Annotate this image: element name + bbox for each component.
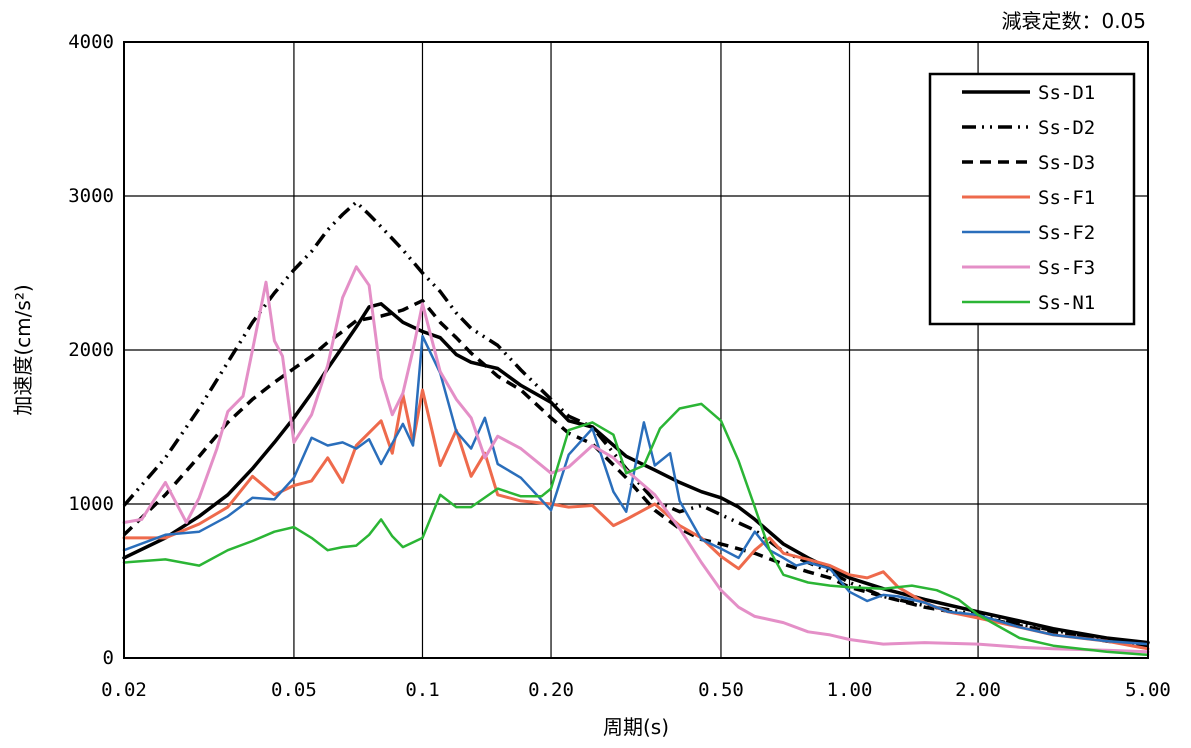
series-line-ss-d2 bbox=[122, 200, 1149, 648]
legend-label-ss-n1: Ss-N1 bbox=[1038, 292, 1095, 314]
legend-box bbox=[928, 72, 1136, 326]
y-tick-label: 2000 bbox=[68, 339, 114, 361]
series-line-ss-d1 bbox=[122, 302, 1150, 645]
x-tick-labels: 0.02 0.05 0.1 0.20 0.50 1.00 2.00 5.00 bbox=[101, 679, 1171, 701]
legend-label-ss-f2: Ss-F2 bbox=[1038, 222, 1095, 244]
y-tick-label: 1000 bbox=[68, 493, 114, 515]
y-tick-label: 0 bbox=[103, 647, 114, 669]
x-tick-label: 5.00 bbox=[1125, 679, 1171, 701]
damping-annotation: 減衰定数：0.05 bbox=[1001, 9, 1146, 33]
x-tick-label: 2.00 bbox=[955, 679, 1001, 701]
series-lines bbox=[122, 200, 1150, 657]
x-tick-label: 0.1 bbox=[405, 679, 439, 701]
series-line-ss-f1 bbox=[122, 388, 1150, 651]
series-line-ss-n1 bbox=[122, 402, 1150, 657]
series-line-ss-f3 bbox=[122, 265, 1150, 654]
series-line-ss-f2 bbox=[122, 334, 1150, 646]
legend-items: Ss-D1 Ss-D2 Ss-D3 Ss-F1 Ss-F2 Ss-F3 Ss-N1 bbox=[962, 82, 1095, 314]
legend-label-ss-f1: Ss-F1 bbox=[1038, 187, 1095, 209]
legend: Ss-D1 Ss-D2 Ss-D3 Ss-F1 Ss-F2 Ss-F3 Ss-N1 bbox=[928, 72, 1136, 326]
y-tick-label: 4000 bbox=[68, 31, 114, 53]
x-axis-title: 周期(s) bbox=[603, 715, 669, 739]
series-line-ss-d3 bbox=[122, 298, 1149, 648]
legend-label-ss-d2: Ss-D2 bbox=[1038, 117, 1095, 139]
x-tick-label: 0.02 bbox=[101, 679, 147, 701]
x-tick-label: 1.00 bbox=[827, 679, 873, 701]
x-tick-label: 0.05 bbox=[271, 679, 317, 701]
y-axis-title: 加速度(cm/s²) bbox=[11, 284, 35, 415]
legend-label-ss-f3: Ss-F3 bbox=[1038, 257, 1095, 279]
y-tick-labels: 0 1000 2000 3000 4000 bbox=[68, 31, 114, 669]
x-tick-label: 0.50 bbox=[698, 679, 744, 701]
legend-label-ss-d3: Ss-D3 bbox=[1038, 152, 1095, 174]
legend-label-ss-d1: Ss-D1 bbox=[1038, 82, 1095, 104]
plot-frame bbox=[123, 41, 1149, 659]
x-tick-label: 0.20 bbox=[528, 679, 574, 701]
y-tick-label: 3000 bbox=[68, 185, 114, 207]
